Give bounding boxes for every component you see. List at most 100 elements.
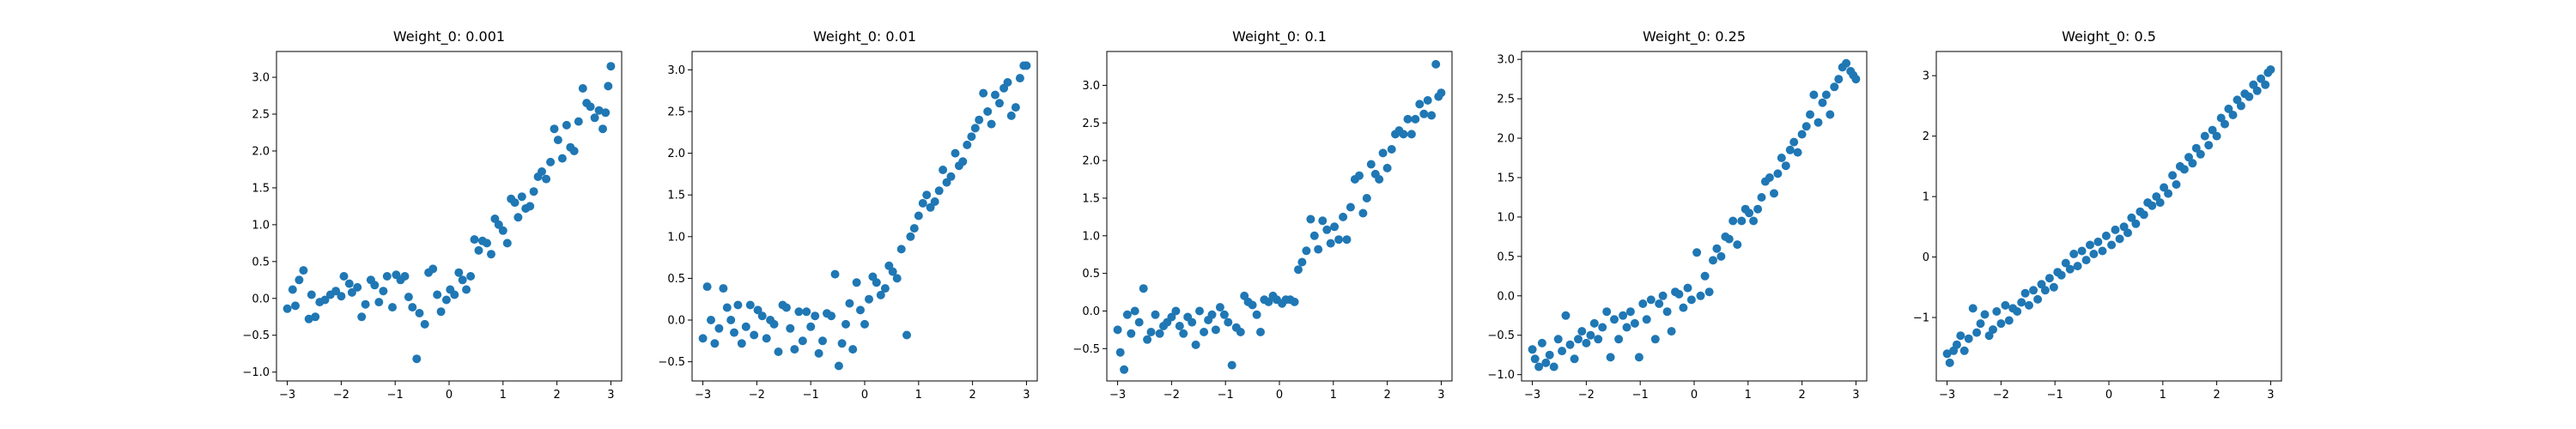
data-point (1814, 118, 1823, 127)
data-point (1826, 110, 1835, 119)
scatter-points (1113, 59, 1446, 374)
data-point (1602, 307, 1612, 317)
y-tick-label: 2.0 (1497, 133, 1515, 146)
data-point (1753, 204, 1763, 214)
data-point (538, 167, 546, 176)
data-point (1821, 90, 1831, 100)
data-point (860, 319, 869, 329)
data-point (1224, 317, 1233, 327)
data-point (1650, 335, 1660, 344)
data-point (1427, 111, 1437, 120)
data-point (806, 322, 816, 331)
data-point (1179, 329, 1188, 338)
data-point (2013, 307, 2022, 316)
data-point (1655, 299, 1664, 308)
data-point (1375, 175, 1384, 184)
data-point (1956, 331, 1965, 341)
data-point (845, 299, 854, 308)
data-point (902, 330, 911, 340)
data-point (2236, 101, 2245, 111)
data-point (1622, 323, 1631, 332)
data-point (1437, 88, 1446, 98)
data-point (1314, 245, 1323, 254)
data-point (1968, 304, 1978, 313)
data-point (1015, 74, 1024, 83)
data-point (2212, 131, 2221, 141)
data-point (856, 305, 865, 315)
x-tick-label: 2 (969, 389, 975, 402)
data-point (1619, 311, 1628, 320)
data-point (1809, 90, 1819, 100)
y-tick-label: 0.5 (1082, 268, 1100, 281)
data-point (733, 300, 743, 310)
data-point (1530, 354, 1540, 364)
data-point (1195, 306, 1204, 316)
y-tick-label: 1.5 (1497, 172, 1515, 184)
data-point (2001, 300, 2010, 310)
x-tick-label: 2 (2213, 389, 2220, 402)
data-point (922, 190, 932, 200)
data-point (1200, 328, 1209, 336)
data-point (707, 316, 715, 324)
data-point (2172, 180, 2181, 189)
data-point (1658, 291, 1668, 300)
data-point (781, 303, 791, 312)
data-point (2221, 119, 2229, 129)
data-point (753, 305, 762, 315)
data-point (798, 336, 807, 346)
data-point (569, 147, 579, 155)
data-point (750, 330, 759, 340)
data-point (1594, 335, 1603, 344)
data-point (2200, 131, 2209, 141)
data-point (1996, 319, 2006, 329)
data-point (1188, 317, 1197, 327)
data-point (1625, 307, 1635, 317)
data-point (1842, 58, 1851, 68)
data-point (1346, 202, 1355, 212)
data-point (1334, 235, 1344, 245)
data-point (1674, 289, 1684, 299)
x-tick-label: −3 (1939, 389, 1955, 402)
data-point (2196, 149, 2205, 159)
data-point (347, 287, 356, 297)
data-point (888, 267, 897, 276)
chart-title: Weight_0: 0.001 (393, 28, 505, 45)
data-point (2252, 86, 2262, 95)
y-tick-label: 2.0 (252, 145, 270, 158)
data-point (331, 287, 341, 296)
data-point (502, 239, 512, 248)
data-point (1175, 322, 1184, 330)
data-point (382, 272, 392, 281)
data-point (794, 307, 804, 317)
data-point (1115, 347, 1125, 357)
y-tick-label: −0.5 (658, 356, 685, 369)
data-point (408, 303, 417, 312)
y-tick-label: 2.5 (1497, 94, 1515, 106)
data-point (1403, 114, 1413, 124)
data-point (1598, 323, 1607, 332)
data-point (2020, 288, 2030, 298)
data-point (830, 269, 840, 279)
data-point (1582, 338, 1591, 347)
x-tick-label: 0 (1276, 389, 1283, 402)
x-tick-label: 0 (446, 389, 453, 402)
data-point (2131, 219, 2141, 228)
data-point (1545, 350, 1554, 360)
data-point (2077, 246, 2087, 256)
y-tick-label: 3.0 (1497, 54, 1515, 67)
data-point (1362, 194, 1371, 202)
data-point (1757, 193, 1766, 202)
data-point (827, 311, 836, 321)
data-point (1992, 307, 2002, 316)
data-point (1686, 295, 1696, 305)
data-point (2179, 165, 2189, 174)
data-point (745, 300, 755, 310)
scatter-points (1528, 58, 1861, 372)
data-point (1716, 251, 1726, 261)
data-point (1528, 345, 1537, 354)
data-point (1712, 244, 1722, 253)
data-point (837, 339, 847, 348)
subplot-3: Weight_0: 0.1 −3 −2 −1 0 1 2 3 −0.5 0.0 0.5 1.0 1.5 2… (1072, 28, 1453, 402)
data-point (1355, 171, 1364, 180)
data-point (1614, 335, 1624, 344)
